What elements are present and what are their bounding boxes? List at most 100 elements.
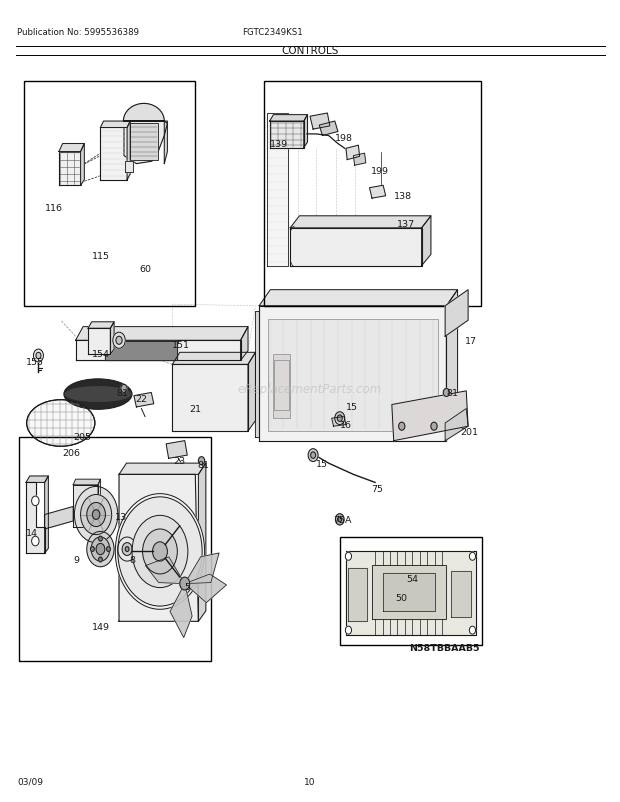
Text: eReplacementParts.com: eReplacementParts.com bbox=[238, 383, 382, 395]
Text: 81: 81 bbox=[446, 388, 458, 398]
Polygon shape bbox=[164, 122, 167, 164]
Circle shape bbox=[33, 350, 43, 363]
Circle shape bbox=[338, 517, 342, 522]
Polygon shape bbox=[166, 441, 187, 459]
Bar bbox=[274, 361, 289, 411]
Bar bbox=[264, 82, 480, 306]
Text: 5: 5 bbox=[185, 582, 191, 592]
Polygon shape bbox=[26, 483, 45, 553]
Text: 21: 21 bbox=[189, 404, 201, 414]
Circle shape bbox=[311, 452, 316, 459]
Text: 54: 54 bbox=[406, 574, 418, 584]
Circle shape bbox=[132, 516, 188, 588]
Polygon shape bbox=[146, 557, 185, 584]
Text: 81: 81 bbox=[117, 388, 128, 398]
Ellipse shape bbox=[27, 400, 95, 447]
Polygon shape bbox=[346, 552, 476, 635]
Polygon shape bbox=[372, 565, 446, 619]
Text: 201: 201 bbox=[460, 427, 478, 436]
Polygon shape bbox=[198, 464, 206, 622]
Polygon shape bbox=[119, 475, 198, 622]
Text: 03/09: 03/09 bbox=[17, 777, 43, 786]
Circle shape bbox=[122, 543, 132, 556]
Polygon shape bbox=[127, 122, 130, 180]
Polygon shape bbox=[172, 365, 248, 431]
Ellipse shape bbox=[64, 379, 132, 410]
Polygon shape bbox=[100, 122, 130, 128]
Circle shape bbox=[431, 423, 437, 431]
Text: 14: 14 bbox=[26, 529, 38, 538]
Text: 50: 50 bbox=[396, 593, 407, 602]
Polygon shape bbox=[98, 480, 100, 528]
Text: 13: 13 bbox=[115, 512, 127, 522]
Text: 205: 205 bbox=[73, 432, 91, 442]
Polygon shape bbox=[259, 306, 446, 441]
Polygon shape bbox=[124, 122, 167, 164]
Circle shape bbox=[87, 532, 114, 567]
Polygon shape bbox=[290, 217, 431, 229]
Polygon shape bbox=[59, 144, 84, 152]
Text: 22: 22 bbox=[135, 395, 147, 404]
Circle shape bbox=[180, 577, 190, 590]
Polygon shape bbox=[59, 152, 81, 186]
Polygon shape bbox=[392, 391, 468, 441]
Bar bbox=[130, 124, 158, 160]
Text: 198: 198 bbox=[335, 133, 353, 143]
Circle shape bbox=[345, 553, 352, 561]
Text: 17: 17 bbox=[465, 336, 477, 346]
Circle shape bbox=[96, 544, 105, 555]
Polygon shape bbox=[332, 417, 346, 427]
Polygon shape bbox=[310, 114, 330, 130]
Bar bbox=[268, 319, 438, 431]
Polygon shape bbox=[446, 290, 458, 441]
Circle shape bbox=[335, 412, 345, 425]
Polygon shape bbox=[304, 115, 308, 148]
Text: 60: 60 bbox=[139, 264, 151, 273]
Polygon shape bbox=[134, 393, 154, 407]
Polygon shape bbox=[290, 229, 422, 266]
Polygon shape bbox=[370, 186, 386, 199]
Circle shape bbox=[115, 494, 205, 610]
Circle shape bbox=[91, 547, 94, 552]
Text: N58TBBAAB5: N58TBBAAB5 bbox=[409, 643, 480, 653]
Circle shape bbox=[107, 547, 110, 552]
Polygon shape bbox=[110, 322, 114, 354]
Polygon shape bbox=[123, 104, 164, 122]
Polygon shape bbox=[88, 329, 110, 354]
Polygon shape bbox=[451, 571, 471, 618]
Circle shape bbox=[469, 626, 476, 634]
Polygon shape bbox=[81, 144, 84, 186]
Text: 81: 81 bbox=[197, 460, 209, 470]
Text: 151: 151 bbox=[172, 340, 190, 350]
Circle shape bbox=[87, 503, 105, 527]
Circle shape bbox=[74, 487, 118, 543]
Circle shape bbox=[308, 449, 318, 462]
Text: 138: 138 bbox=[394, 192, 412, 201]
Circle shape bbox=[345, 626, 352, 634]
Text: 75A: 75A bbox=[334, 515, 352, 525]
Polygon shape bbox=[119, 464, 206, 475]
Text: 9: 9 bbox=[73, 555, 79, 565]
Circle shape bbox=[32, 496, 39, 506]
Polygon shape bbox=[383, 573, 435, 611]
Polygon shape bbox=[185, 553, 219, 584]
Circle shape bbox=[91, 537, 110, 561]
Circle shape bbox=[116, 337, 122, 345]
Text: 116: 116 bbox=[45, 204, 63, 213]
Polygon shape bbox=[105, 342, 177, 360]
Circle shape bbox=[113, 333, 125, 349]
Text: 149: 149 bbox=[92, 622, 110, 632]
Polygon shape bbox=[259, 290, 458, 306]
Bar bbox=[340, 537, 482, 646]
Text: Publication No: 5995536389: Publication No: 5995536389 bbox=[17, 27, 140, 37]
Text: 15: 15 bbox=[346, 403, 358, 412]
Circle shape bbox=[143, 529, 177, 574]
Text: 23: 23 bbox=[174, 456, 186, 466]
Polygon shape bbox=[170, 584, 192, 638]
Text: 75: 75 bbox=[371, 484, 383, 494]
Circle shape bbox=[399, 423, 405, 431]
Polygon shape bbox=[45, 476, 48, 553]
Polygon shape bbox=[353, 154, 366, 166]
Text: 137: 137 bbox=[397, 220, 415, 229]
Polygon shape bbox=[73, 485, 98, 528]
